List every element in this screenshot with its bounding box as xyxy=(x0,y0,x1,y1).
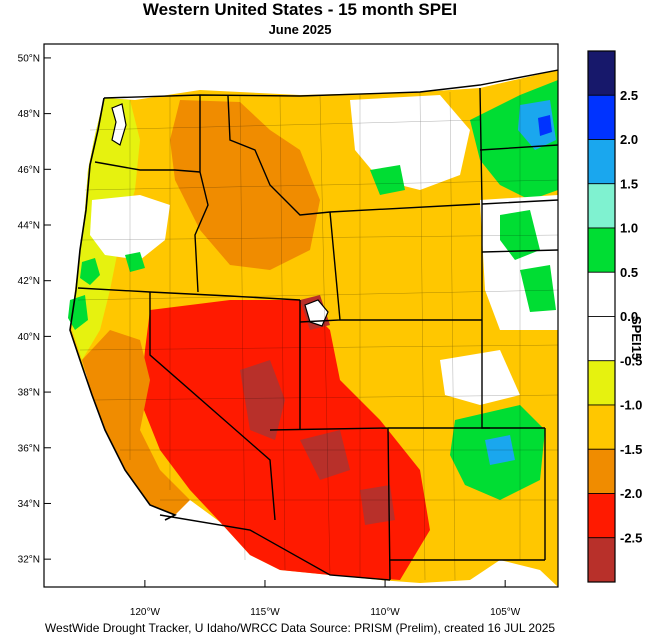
lat-tick-label: 50°N xyxy=(18,53,40,64)
lat-tick-label: 34°N xyxy=(18,499,40,510)
lat-tick-label: 40°N xyxy=(18,332,40,343)
colorbar-label: -2.0 xyxy=(620,486,642,501)
colorbar-title: SPEI15 xyxy=(629,316,644,361)
region-southern-plains-verywet xyxy=(485,435,515,465)
state-borders xyxy=(77,69,558,581)
lat-tick-label: 32°N xyxy=(18,555,40,566)
lat-tick-label: 36°N xyxy=(18,443,40,454)
lon-tick-label: 115°W xyxy=(250,607,280,618)
lat-tick-label: 38°N xyxy=(18,388,40,399)
latitude-ticks: 50°N 48°N 46°N 44°N 42°N 40°N 38°N 36°N 34°N 32°N xyxy=(18,53,51,566)
colorbar-label: -2.5 xyxy=(620,530,642,545)
region-southwest-extreme xyxy=(240,295,395,525)
map-title: Western United States - 15 month SPEI xyxy=(142,0,458,19)
colorbar-swatch xyxy=(587,271,616,317)
colorbar-swatch xyxy=(587,493,616,539)
region-montana-normal xyxy=(350,95,470,190)
credit-line: WestWide Drought Tracker, U Idaho/WRCC D… xyxy=(44,621,556,635)
region-northern-plains-wet xyxy=(370,80,558,200)
colorbar-outline xyxy=(587,50,616,583)
colorbar-label: 2.0 xyxy=(620,132,638,147)
colorbar-swatch xyxy=(587,50,616,96)
colorbar-swatch xyxy=(587,183,616,229)
region-california-coast xyxy=(82,330,190,515)
colorbar-label: 2.5 xyxy=(620,88,638,103)
lon-tick-label: 105°W xyxy=(490,607,521,618)
coastline xyxy=(69,97,177,521)
colorbar-label: 0.5 xyxy=(620,265,638,280)
colorbar-swatch xyxy=(587,448,616,494)
colorbar-swatch xyxy=(587,537,616,583)
region-great-basin xyxy=(140,300,430,580)
colorbar-label: -1.5 xyxy=(620,442,642,457)
region-central-plains-wet xyxy=(500,210,556,312)
county-lines xyxy=(77,80,558,581)
colorbar-swatch xyxy=(587,227,616,273)
lat-tick-label: 46°N xyxy=(18,165,40,176)
lon-tick-label: 110°W xyxy=(370,607,400,618)
map-layer xyxy=(44,44,558,587)
puget-sound xyxy=(111,103,127,146)
colorbar-swatch xyxy=(587,94,616,140)
lon-tick-label: 120°W xyxy=(130,607,161,618)
colorbar-swatch xyxy=(587,404,616,450)
colorbar-swatch xyxy=(587,360,616,406)
colorbar-label: -1.0 xyxy=(620,398,642,413)
colorbar-label: -0.5 xyxy=(620,353,642,368)
region-idaho-montana-dry xyxy=(170,100,320,270)
region-northern-plains-extremewet xyxy=(538,115,552,136)
map-subtitle: June 2025 xyxy=(268,22,332,37)
colorbar-swatch xyxy=(587,316,616,362)
region-southern-plains-normal xyxy=(440,350,520,405)
longitude-ticks: 120°W 115°W 110°W 105°W xyxy=(130,580,521,618)
colorbar-label: 1.0 xyxy=(620,221,638,236)
region-oregon-normal xyxy=(90,195,170,260)
great-salt-lake xyxy=(304,299,329,327)
colorbar-swatch xyxy=(587,139,616,185)
lat-tick-label: 48°N xyxy=(18,109,40,120)
region-wyoming xyxy=(330,200,480,330)
region-oregon-wet xyxy=(68,252,145,330)
colorbar-label: 1.5 xyxy=(620,176,638,191)
map-frame xyxy=(43,43,559,588)
lat-tick-label: 42°N xyxy=(18,276,40,287)
colorbar-label: 0.0 xyxy=(620,309,638,324)
region-northern-plains-verywet xyxy=(518,100,556,150)
lat-tick-label: 44°N xyxy=(18,221,40,232)
colorbar: 2.5 2.0 1.5 1.0 0.5 0.0 -0.5 -1.0 -1.5 -2.0 -2.5 xyxy=(587,50,642,583)
